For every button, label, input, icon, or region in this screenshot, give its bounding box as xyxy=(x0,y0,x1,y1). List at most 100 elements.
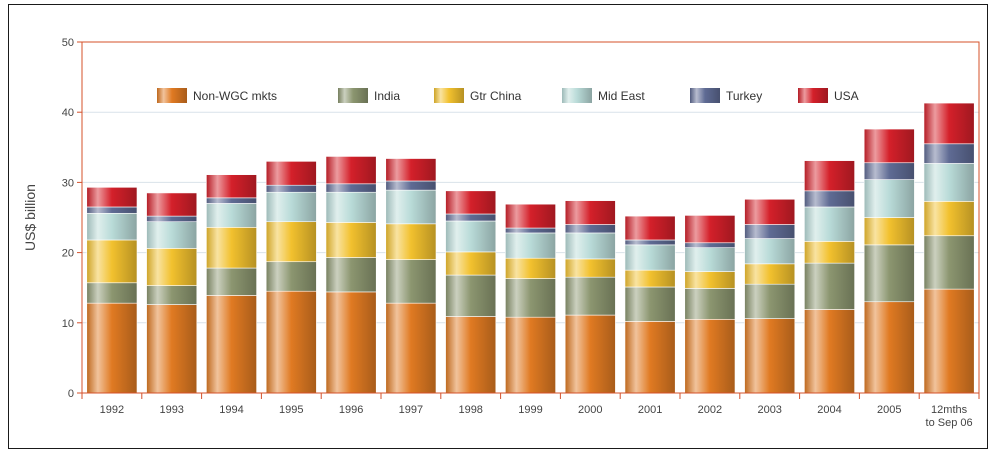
bar-segment-gtr-china xyxy=(265,221,317,263)
legend-swatch xyxy=(157,88,187,103)
bar-segment-gtr-china xyxy=(863,217,915,246)
bar-segment-gtr-china xyxy=(146,248,198,286)
x-tick-label: 1994 xyxy=(219,404,243,416)
legend-item-non-wgc-mkts: Non-WGC mkts xyxy=(157,88,277,103)
bar-segment-india xyxy=(505,278,556,318)
x-tick-label: 1998 xyxy=(458,404,482,416)
bar-segment-india xyxy=(564,276,616,316)
bar-segment-mid-east xyxy=(146,221,198,249)
bar-segment-turkey xyxy=(923,143,975,164)
bar-segment-gtr-china xyxy=(684,271,736,289)
x-tick-label: 1995 xyxy=(279,404,303,416)
legend-item-usa: USA xyxy=(798,88,859,103)
bar-segment-usa xyxy=(146,192,198,217)
bar-segment-mid-east xyxy=(863,179,915,218)
legend-swatch xyxy=(562,88,592,103)
bar-segment-gtr-china xyxy=(624,269,676,288)
bar-segment-india xyxy=(804,262,855,310)
bar-segment-mid-east xyxy=(265,191,317,223)
bar-segment-gtr-china xyxy=(923,201,975,237)
bar-segment-non-wgc-mkts xyxy=(564,314,616,394)
bar-segment-non-wgc-mkts xyxy=(206,295,257,394)
bar-segment-mid-east xyxy=(804,206,855,242)
bar-segment-turkey xyxy=(624,239,676,246)
bar-segment-non-wgc-mkts xyxy=(385,302,437,394)
x-tick-label: 1999 xyxy=(518,404,542,416)
bar-segment-gtr-china xyxy=(385,223,437,260)
bar-segment-turkey xyxy=(804,190,855,208)
bar-segment-turkey xyxy=(684,242,736,248)
x-axis-ticks: 1992 1993 1994 1995 1996 1997 1998 1999 2000 2001… xyxy=(81,393,980,429)
y-tick-label: 0 xyxy=(68,388,74,400)
bar-segment-india xyxy=(265,261,317,292)
bar-segment-turkey xyxy=(206,197,257,204)
y-axis-title: US$ billion xyxy=(22,184,38,251)
bar-segment-gtr-china xyxy=(206,227,257,269)
bar-segment-gtr-china xyxy=(86,239,138,284)
bar-segment-turkey xyxy=(445,213,497,222)
bar-segment-india xyxy=(445,274,497,317)
bar-segment-india xyxy=(206,267,257,296)
y-axis-ticks: 0 10 20 30 40 50 xyxy=(62,37,82,400)
y-tick-label: 50 xyxy=(62,37,74,49)
bar-segment-non-wgc-mkts xyxy=(445,316,497,394)
bar-segment-mid-east xyxy=(86,212,138,241)
bar-segment-india xyxy=(624,286,676,322)
bar-segment-mid-east xyxy=(325,191,377,223)
legend-label: Mid East xyxy=(598,89,645,103)
bar-segment-india xyxy=(86,282,138,304)
bar-segment-gtr-china xyxy=(325,222,377,258)
bar-segment-mid-east xyxy=(624,244,676,271)
x-tick-label: 1997 xyxy=(399,404,423,416)
bar-segment-non-wgc-mkts xyxy=(146,304,198,394)
bar-segment-non-wgc-mkts xyxy=(624,321,676,394)
y-tick-label: 20 xyxy=(62,248,74,260)
bar-segment-turkey xyxy=(86,206,138,214)
bar-segment-gtr-china xyxy=(445,251,497,276)
bar-segment-turkey xyxy=(744,224,796,239)
bar-segment-gtr-china xyxy=(804,241,855,264)
bar-segment-non-wgc-mkts xyxy=(863,301,915,394)
x-tick-label: 1996 xyxy=(339,404,363,416)
bar-segment-non-wgc-mkts xyxy=(744,318,796,394)
bar-segment-non-wgc-mkts xyxy=(265,290,317,394)
bar-segment-india xyxy=(146,285,198,305)
x-tick-label: 12mths to Sep 06 xyxy=(926,404,973,429)
bar-segment-mid-east xyxy=(385,189,437,225)
chart-frame: 0 10 20 30 40 50 1992 1993 1994 1995 1996 1997 1998… xyxy=(8,4,988,449)
bar-segment-india xyxy=(684,288,736,320)
legend-label: USA xyxy=(834,89,859,103)
bar-segment-non-wgc-mkts xyxy=(325,291,377,394)
bar-segment-gtr-china xyxy=(505,257,556,279)
x-tick-label: 2002 xyxy=(698,404,722,416)
legend-item-mid-east: Mid East xyxy=(562,88,645,103)
bar-segment-usa xyxy=(265,161,317,186)
x-tick-label: 2003 xyxy=(757,404,781,416)
bar-segment-turkey xyxy=(146,215,198,223)
bar-segment-india xyxy=(863,244,915,303)
y-tick-label: 40 xyxy=(62,107,74,119)
bar-segment-usa xyxy=(684,215,736,244)
bar-segment-non-wgc-mkts xyxy=(923,288,975,394)
bar-segment-mid-east xyxy=(923,163,975,202)
bar-segment-mid-east xyxy=(206,203,257,228)
bar-segment-mid-east xyxy=(445,220,497,253)
legend-item-gtr-china: Gtr China xyxy=(434,88,522,103)
legend-swatch xyxy=(798,88,828,103)
bar-segment-usa xyxy=(923,102,975,145)
bar-segment-mid-east xyxy=(744,238,796,265)
bar-segment-mid-east xyxy=(684,247,736,272)
x-tick-label: 2000 xyxy=(578,404,602,416)
bar-segment-usa xyxy=(804,160,855,192)
bar-segment-usa xyxy=(206,174,257,199)
bar-segment-turkey xyxy=(564,224,616,234)
legend-label: Turkey xyxy=(726,89,762,103)
legend-label: Gtr China xyxy=(470,89,522,103)
bar-segment-india xyxy=(385,259,437,304)
legend-swatch xyxy=(690,88,720,103)
x-tick-label: 2001 xyxy=(638,404,662,416)
bar-segment-non-wgc-mkts xyxy=(505,316,556,394)
bar-segment-usa xyxy=(624,215,676,241)
bar-segment-gtr-china xyxy=(744,263,796,285)
legend-swatch xyxy=(338,88,368,103)
